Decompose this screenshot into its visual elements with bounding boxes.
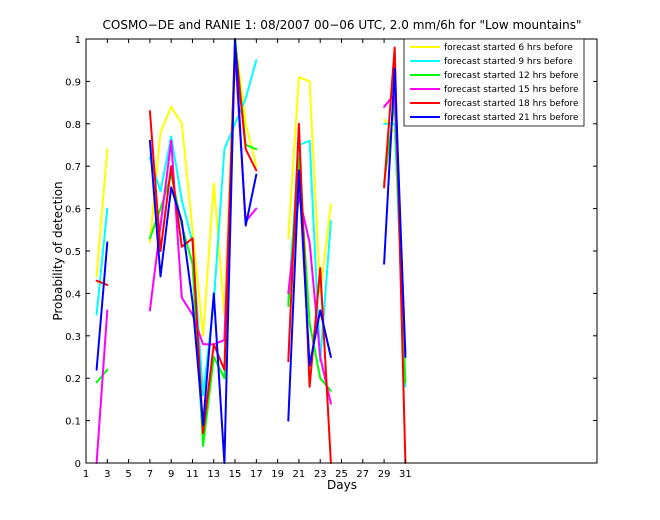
y-tick-label: 0.5: [65, 247, 81, 258]
y-axis-title: Probability of detection: [51, 181, 65, 320]
y-tick-label: 0.1: [65, 417, 81, 428]
x-tick-label: 23: [314, 469, 327, 480]
legend-label-3: forecast started 12 hrs before: [444, 71, 579, 81]
x-tick-label: 5: [125, 469, 131, 480]
x-tick-label: 21: [293, 469, 306, 480]
plot-lines: [95, 38, 407, 464]
legend-label-1: forecast started 6 hrs before: [444, 43, 573, 53]
legend-label-2: forecast started 9 hrs before: [444, 57, 573, 67]
legend-label-6: forecast started 21 hrs before: [444, 113, 579, 123]
legend-box: [403, 38, 585, 127]
x-tick-label: 27: [356, 469, 369, 480]
series-line-5-segment-3: [287, 122, 332, 464]
x-axis-title: Days: [327, 478, 357, 492]
series-line-2-segment-1: [95, 207, 109, 316]
y-tick-label: 1: [75, 35, 81, 46]
y-tick-label: 0.2: [65, 374, 81, 385]
y-tick-label: 0.8: [65, 120, 81, 131]
series-line-6-segment-1: [95, 241, 109, 371]
series-line-4-segment-1: [95, 309, 109, 464]
series-line-5-segment-2: [148, 42, 258, 435]
x-tick-label: 9: [168, 469, 174, 480]
y-axis: 0 0.1 0.2 0.3 0.4 0.5 0.6 0.7 0.8 0.9 1: [65, 35, 597, 470]
y-tick-label: 0: [75, 459, 81, 470]
x-tick-label: 15: [229, 469, 242, 480]
y-tick-label: 0.7: [65, 162, 81, 173]
x-tick-label: 25: [335, 469, 348, 480]
series-line-4-segment-3: [287, 194, 332, 405]
x-tick-label: 13: [207, 469, 220, 480]
series-line-5-segment-1: [95, 279, 109, 286]
chart-title: COSMO−DE and RANIE 1: 08/2007 00−06 UTC,…: [103, 18, 582, 32]
series-line-1-segment-3: [287, 76, 332, 295]
x-axis: 1 3 5 7 9 11 13 15 17 19 21 23 25 27 29 31: [83, 39, 412, 480]
y-tick-label: 0.4: [65, 289, 81, 300]
x-tick-label: 29: [378, 469, 391, 480]
series-line-5-segment-4: [383, 46, 407, 464]
series-line-6-segment-3: [287, 169, 332, 422]
series-line-1-segment-1: [95, 148, 109, 278]
x-tick-label: 17: [250, 469, 263, 480]
x-tick-label: 19: [271, 469, 284, 480]
x-tick-label: 1: [83, 469, 89, 480]
legend: forecast started 6 hrs before forecast st…: [403, 38, 585, 127]
y-tick-label: 0.6: [65, 205, 81, 216]
x-tick-label: 31: [399, 469, 412, 480]
x-tick-label: 11: [186, 469, 199, 480]
y-tick-label: 0.3: [65, 332, 81, 343]
series-line-6-segment-4: [383, 67, 407, 358]
y-tick-label: 0.9: [65, 77, 81, 88]
x-tick-label: 3: [104, 469, 110, 480]
x-tick-label: 7: [147, 469, 153, 480]
legend-label-5: forecast started 18 hrs before: [444, 99, 579, 109]
series-line-6-segment-2: [148, 38, 258, 464]
legend-label-4: forecast started 15 hrs before: [444, 85, 579, 95]
